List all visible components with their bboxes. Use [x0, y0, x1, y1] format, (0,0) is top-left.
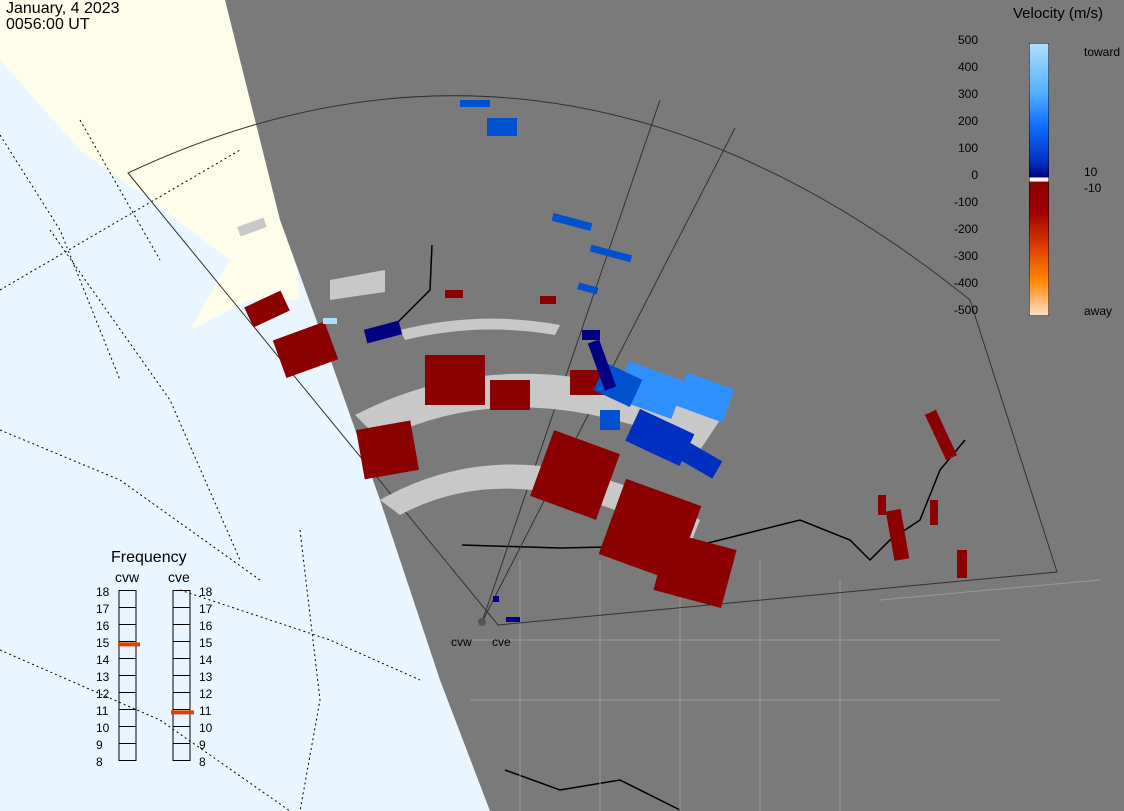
frequency-title: Frequency — [111, 549, 187, 566]
toward-scatter — [323, 100, 735, 622]
legend-tick: 300 — [957, 87, 978, 101]
state-lines — [470, 560, 1101, 811]
site-label-cve: cve — [492, 635, 511, 649]
frequency-cvw-label: cvw — [115, 569, 140, 585]
frequency-scale-label-cve: 16 — [199, 619, 213, 633]
date-label: January, 4 2023 — [6, 0, 120, 17]
legend-tick: 100 — [957, 141, 978, 155]
legend-toward-label: toward — [1084, 45, 1121, 59]
frequency-scale-label-cvw: 16 — [96, 619, 110, 633]
legend-neg-threshold: -10 — [1084, 181, 1102, 195]
frequency-scale-label-cvw: 13 — [96, 670, 110, 684]
frequency-scale-label-cve: 13 — [199, 670, 213, 684]
legend-away-label: away — [1084, 304, 1113, 318]
daylit-land — [0, 0, 300, 330]
frequency-bars — [118, 590, 194, 761]
site-label-cvw: cvw — [451, 635, 472, 649]
away-scatter — [244, 290, 967, 609]
frequency-scale-label-cvw: 14 — [96, 653, 110, 667]
frequency-scale-label-cvw: 8 — [96, 755, 103, 769]
frequency-scale-label-cvw: 18 — [96, 585, 110, 599]
frequency-scale-label-cvw: 10 — [96, 721, 110, 735]
legend-tick: -100 — [953, 195, 978, 209]
frequency-scale-label-cvw: 17 — [96, 602, 110, 616]
legend-tick: -300 — [953, 249, 978, 263]
frequency-scale-label-cve: 12 — [199, 687, 213, 701]
legend-tick: 400 — [957, 60, 978, 74]
frequency-scale-label-cvw: 15 — [96, 636, 110, 650]
frequency-scale-label-cvw: 9 — [96, 738, 103, 752]
legend-tick: -500 — [953, 303, 978, 317]
legend-tick: 0 — [971, 168, 978, 182]
cve-frequency-marker — [171, 710, 194, 715]
velocity-colorbar — [1029, 43, 1049, 316]
frequency-scale-label-cve: 9 — [199, 738, 206, 752]
frequency-scale-label-cve: 11 — [199, 704, 212, 718]
frequency-scale-label-cve: 8 — [199, 755, 206, 769]
frequency-scale-label-cve: 10 — [199, 721, 213, 735]
frequency-scale-label-cvw: 12 — [96, 687, 110, 701]
frequency-scale-label-cve: 18 — [199, 585, 213, 599]
legend-tick: -200 — [953, 222, 978, 236]
time-label: 0056:00 UT — [6, 16, 90, 33]
cvw-frequency-marker — [118, 642, 140, 647]
velocity-legend-title: Velocity (m/s) — [1013, 5, 1104, 22]
legend-tick: -400 — [953, 276, 978, 290]
radar-site — [478, 618, 486, 626]
frequency-scale-label-cve: 17 — [199, 602, 213, 616]
frequency-scale-label-cvw: 11 — [96, 704, 109, 718]
legend-tick: 500 — [957, 33, 978, 47]
frequency-cve-label: cve — [168, 569, 190, 585]
frequency-scale-label-cve: 15 — [199, 636, 213, 650]
frequency-scale-label-cve: 14 — [199, 653, 213, 667]
coordinate-grid — [0, 119, 421, 811]
legend-tick: 200 — [957, 114, 978, 128]
legend-pos-threshold: 10 — [1084, 165, 1098, 179]
